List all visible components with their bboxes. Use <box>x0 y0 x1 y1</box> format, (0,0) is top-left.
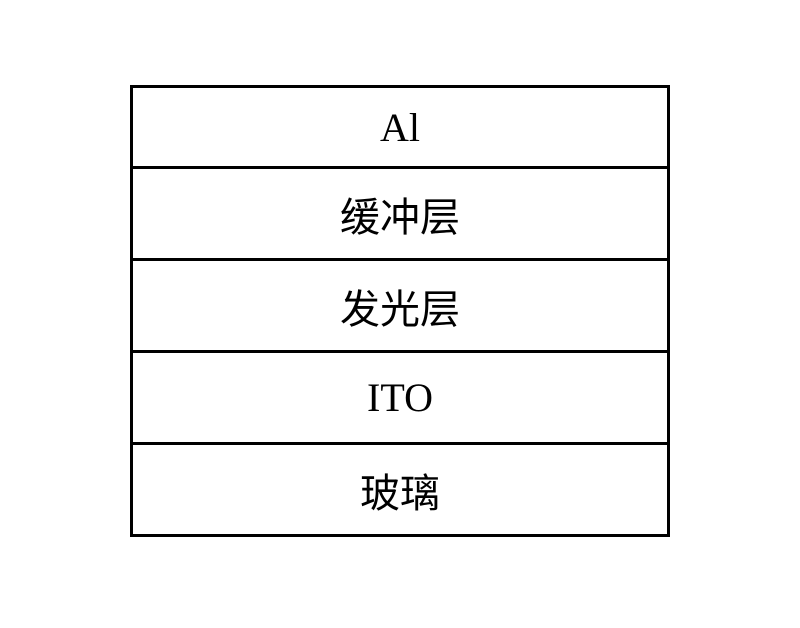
layer-label-3: ITO <box>367 374 433 421</box>
layer-label-1: 缓冲层 <box>340 185 460 243</box>
layer-label-0: Al <box>380 104 420 151</box>
layer-0: Al <box>133 88 667 166</box>
layer-3: ITO <box>133 350 667 442</box>
layer-stack: Al 缓冲层 发光层 ITO 玻璃 <box>130 85 670 537</box>
layer-label-4: 玻璃 <box>360 461 440 519</box>
layer-4: 玻璃 <box>133 442 667 534</box>
layer-1: 缓冲层 <box>133 166 667 258</box>
layer-2: 发光层 <box>133 258 667 350</box>
layer-label-2: 发光层 <box>340 277 460 335</box>
